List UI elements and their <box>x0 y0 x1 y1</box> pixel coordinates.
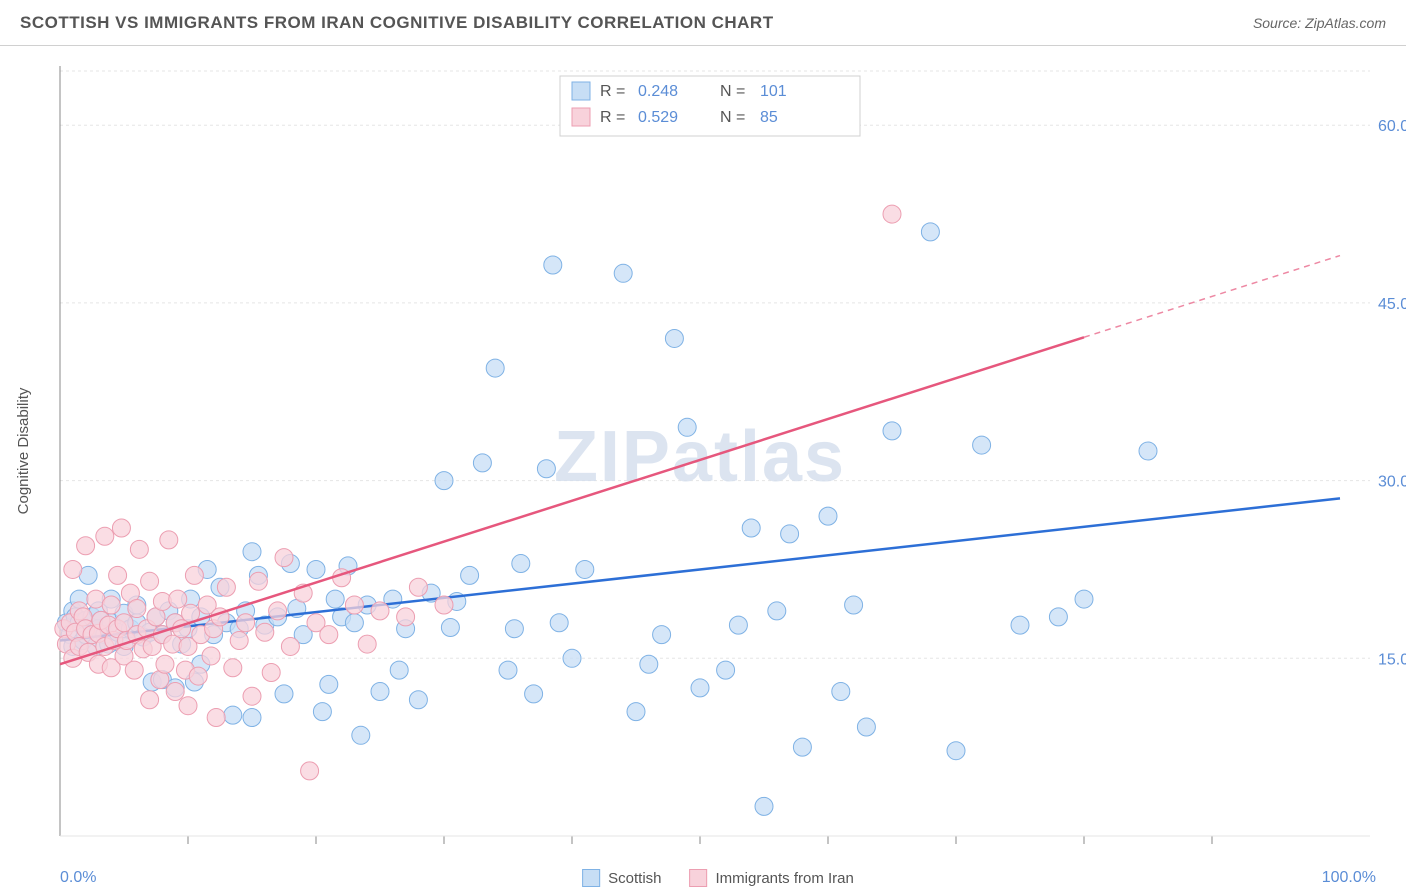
svg-text:0.529: 0.529 <box>638 109 678 126</box>
source-label: Source: <box>1253 15 1301 31</box>
svg-text:ZIPatlas: ZIPatlas <box>554 417 846 497</box>
svg-text:N =: N = <box>720 109 745 126</box>
legend-label-scottish: Scottish <box>608 870 661 887</box>
legend-swatch-iran <box>689 869 707 887</box>
svg-text:R =: R = <box>600 83 625 100</box>
svg-text:60.0%: 60.0% <box>1378 118 1406 135</box>
x-axis-max-label: 100.0% <box>1322 869 1376 887</box>
legend-swatch-scottish <box>582 869 600 887</box>
svg-text:N =: N = <box>720 83 745 100</box>
scatter-chart-svg: 15.0% 30.0% 45.0% 60.0% Cognitive Disability… <box>0 46 1406 846</box>
svg-text:R =: R = <box>600 109 625 126</box>
plot-area: 15.0% 30.0% 45.0% 60.0% Cognitive Disability… <box>0 46 1406 846</box>
chart-title: SCOTTISH VS IMMIGRANTS FROM IRAN COGNITI… <box>20 13 774 33</box>
legend-label-iran: Immigrants from Iran <box>715 870 853 887</box>
svg-text:85: 85 <box>760 109 778 126</box>
svg-text:15.0%: 15.0% <box>1378 651 1406 668</box>
chart-footer: 0.0% Scottish Immigrants from Iran 100.0… <box>0 846 1406 892</box>
legend-item-iran: Immigrants from Iran <box>689 869 853 887</box>
svg-text:0.248: 0.248 <box>638 83 678 100</box>
legend-bottom: Scottish Immigrants from Iran <box>582 869 854 887</box>
source-name: ZipAtlas.com <box>1305 15 1386 31</box>
svg-text:30.0%: 30.0% <box>1378 474 1406 491</box>
svg-text:101: 101 <box>760 83 787 100</box>
chart-header: SCOTTISH VS IMMIGRANTS FROM IRAN COGNITI… <box>0 0 1406 46</box>
svg-text:45.0%: 45.0% <box>1378 296 1406 313</box>
legend-item-scottish: Scottish <box>582 869 661 887</box>
x-axis-min-label: 0.0% <box>60 869 96 887</box>
svg-text:Cognitive Disability: Cognitive Disability <box>15 387 32 514</box>
source-attribution: Source: ZipAtlas.com <box>1253 15 1386 31</box>
